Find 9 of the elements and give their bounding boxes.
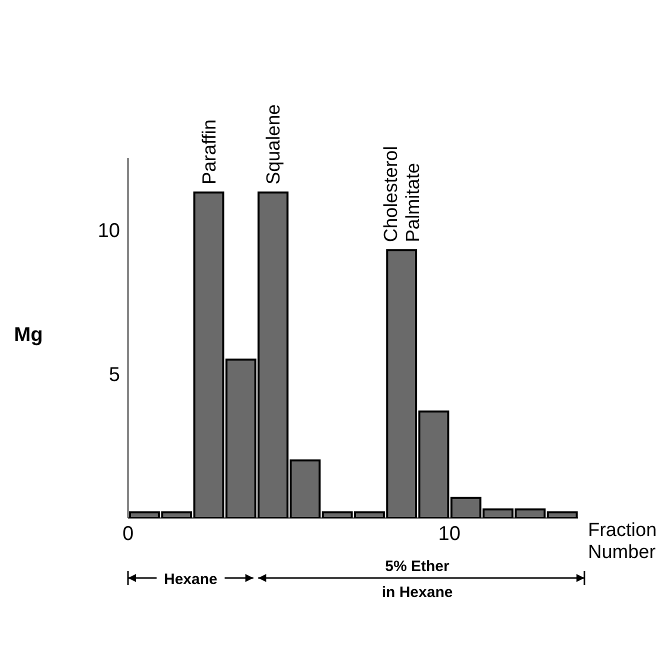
text: 5% Ether in Hexane — [382, 558, 453, 601]
annotation: Paraffin — [199, 119, 220, 185]
annotation: Cholesterol Palmitate — [381, 146, 424, 242]
y-tick-label: 5 — [108, 364, 120, 386]
annotation: Squalene — [264, 104, 285, 185]
x-axis-title: Fraction Number — [588, 520, 658, 564]
text: Hexane — [164, 571, 218, 588]
y-axis-title: Mg — [14, 324, 43, 347]
x-tick-label: 0 — [122, 523, 134, 546]
